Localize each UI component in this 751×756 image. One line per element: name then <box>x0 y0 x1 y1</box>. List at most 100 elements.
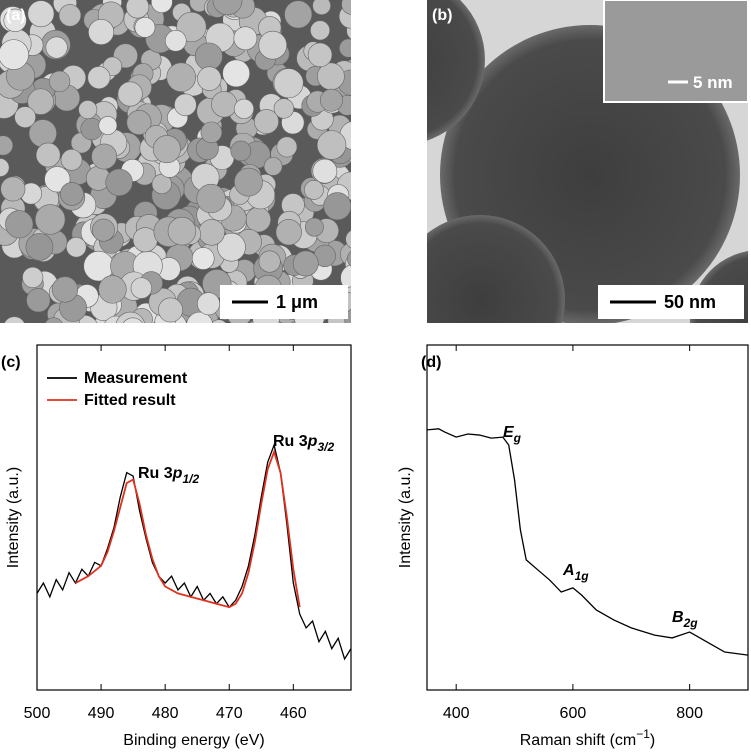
particle <box>316 130 347 160</box>
inset-scale-label: 5 nm <box>693 73 733 92</box>
particle <box>130 277 153 299</box>
annotation-text: Ru 3 <box>273 433 308 450</box>
particle <box>211 91 238 118</box>
sem-image <box>0 0 351 323</box>
particle <box>3 8 27 32</box>
particle <box>191 247 215 270</box>
particle <box>126 109 152 135</box>
particle <box>197 292 220 316</box>
particle <box>234 167 263 197</box>
annotation-italic: p <box>172 465 183 482</box>
x-axis-label-text: Raman shift (cm <box>520 732 636 749</box>
panel-label: (a) <box>6 7 26 24</box>
plot-frame <box>426 344 749 691</box>
x-axis-label: Binding energy (eV) <box>123 732 264 749</box>
particle <box>27 88 54 115</box>
annotation: B2g <box>672 609 698 630</box>
annotation-text: Ru 3 <box>138 465 173 482</box>
x-axis-label: Raman shift (cm−1) <box>520 727 655 749</box>
particle <box>0 39 29 70</box>
particle <box>98 275 127 304</box>
particle <box>150 0 173 13</box>
particle <box>78 100 98 120</box>
particle <box>5 210 34 239</box>
particle <box>212 0 243 16</box>
series-line <box>36 442 352 661</box>
particle <box>60 149 83 171</box>
x-tick-label: 600 <box>560 705 587 722</box>
particle <box>134 16 156 38</box>
annotation: Eg <box>503 424 522 445</box>
x-tick-label: 800 <box>676 705 703 722</box>
particle <box>258 250 281 273</box>
particle <box>312 158 338 184</box>
particle <box>125 0 150 19</box>
particle <box>211 319 227 323</box>
scale-bar-label: 50 nm <box>664 292 716 312</box>
x-tick-label: 460 <box>280 705 307 722</box>
particle <box>48 70 71 93</box>
particle <box>320 88 343 112</box>
particle <box>217 232 246 262</box>
panel-label: (c) <box>1 354 21 371</box>
panel-label: (b) <box>432 7 452 24</box>
annotation-sub: 2g <box>683 616 699 630</box>
annotation: Ru 3p3/2 <box>273 433 334 454</box>
particle <box>105 168 133 197</box>
plot-frame <box>36 344 352 691</box>
particle <box>152 135 181 164</box>
series-line <box>75 449 301 609</box>
particle <box>304 217 324 237</box>
particle <box>323 192 351 221</box>
legend-label: Fitted result <box>84 392 176 409</box>
particle <box>158 297 183 323</box>
particle <box>339 38 351 58</box>
particle <box>60 182 84 206</box>
particle <box>273 68 304 99</box>
particle <box>58 4 82 27</box>
particle <box>117 81 143 107</box>
x-axis-label-end: ) <box>650 732 655 749</box>
particle <box>341 0 351 15</box>
legend-label: Measurement <box>84 370 188 387</box>
particle <box>35 142 61 168</box>
particle <box>26 288 51 313</box>
particle <box>258 30 288 60</box>
particle <box>312 0 331 16</box>
particle <box>344 308 351 323</box>
particle <box>194 42 223 71</box>
series-line <box>426 428 749 656</box>
particle <box>273 98 295 119</box>
particle <box>200 121 223 144</box>
particle <box>98 116 118 135</box>
particle <box>292 250 319 277</box>
annotation-italic: A <box>562 562 575 579</box>
x-tick-label: 400 <box>443 705 470 722</box>
particle <box>310 20 331 41</box>
annotation-sub: g <box>513 431 522 445</box>
x-tick-label: 470 <box>216 705 243 722</box>
particle <box>91 143 118 170</box>
particle <box>14 106 36 128</box>
particle <box>45 36 68 59</box>
scale-bar-label: 1 μm <box>276 292 318 312</box>
particle <box>254 109 279 134</box>
particle <box>122 317 143 323</box>
particle <box>198 219 225 246</box>
x-tick-label: 490 <box>88 705 115 722</box>
particle <box>307 42 333 68</box>
particle <box>222 59 251 88</box>
tem-image <box>427 0 748 323</box>
y-axis-label: Intensity (a.u.) <box>5 467 22 568</box>
particle <box>245 206 272 233</box>
particle <box>27 0 55 28</box>
particle <box>34 204 66 235</box>
particle <box>248 320 262 323</box>
particle <box>197 66 222 91</box>
particle <box>115 311 145 323</box>
particle <box>167 216 197 246</box>
particle <box>340 264 351 292</box>
particle <box>230 140 252 162</box>
particle <box>174 93 197 117</box>
particle <box>345 230 351 249</box>
